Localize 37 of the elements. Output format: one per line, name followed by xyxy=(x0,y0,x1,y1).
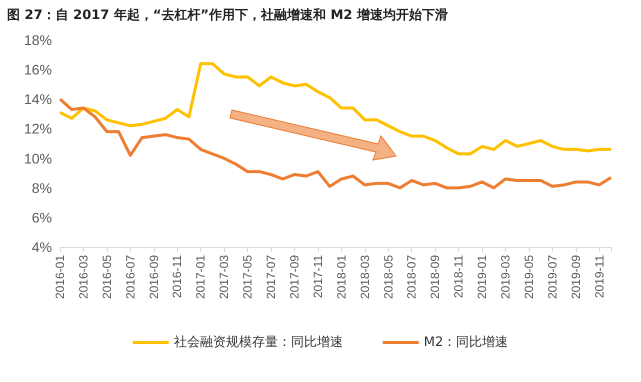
x-tick-label: 2017-01 xyxy=(194,254,208,300)
x-tick-label: 2017-09 xyxy=(287,254,302,300)
x-tick-label: 2017-11 xyxy=(310,254,325,298)
x-tick-label: 2018-01 xyxy=(334,254,348,300)
x-tick-label: 2017-03 xyxy=(217,254,232,300)
line-series xyxy=(58,62,612,156)
y-tick-label: 14% xyxy=(24,91,52,108)
x-tick-label: 2019-05 xyxy=(522,254,536,300)
x-tick-label: 2019-01 xyxy=(475,254,490,300)
x-tick-label: 2017-07 xyxy=(264,254,278,300)
x-tick-label: 2017-05 xyxy=(240,254,255,300)
chart-title: 图 27：自 2017 年起，“去杠杆”作用下，社融增速和 M2 增速均开始下滑 xyxy=(7,7,448,23)
x-tick-label: 2018-09 xyxy=(428,254,442,300)
y-tick-label: 10% xyxy=(24,150,52,166)
x-tick-label: 2018-05 xyxy=(381,254,396,300)
x-tick-label: 2018-03 xyxy=(358,254,372,300)
y-tick-label: 12% xyxy=(24,120,52,137)
y-tick-label: 18% xyxy=(24,32,52,48)
x-tick-label: 2016-03 xyxy=(76,254,90,300)
legend-label: 社会融资规模存量：同比增速 xyxy=(174,335,343,350)
x-tick-label: 2018-07 xyxy=(404,254,419,300)
line-series xyxy=(58,98,612,190)
x-tick-label: 2016-05 xyxy=(100,254,114,300)
y-tick-label: 4% xyxy=(32,239,52,255)
x-tick-label: 2016-09 xyxy=(146,254,161,300)
x-tick-label: 2016-11 xyxy=(170,254,184,298)
legend-label: M2：同比增速 xyxy=(424,335,508,350)
x-tick-label: 2019-11 xyxy=(592,254,606,298)
y-tick-label: 6% xyxy=(32,209,52,226)
x-tick-label: 2016-07 xyxy=(123,254,138,300)
y-tick-label: 8% xyxy=(32,180,52,196)
x-tick-label: 2019-09 xyxy=(568,254,583,300)
x-tick-label: 2019-03 xyxy=(498,254,512,300)
y-tick-label: 16% xyxy=(24,62,52,78)
x-tick-label: 2019-07 xyxy=(545,254,560,300)
x-tick-label: 2016-01 xyxy=(53,254,67,300)
x-tick-label: 2018-11 xyxy=(452,254,466,298)
